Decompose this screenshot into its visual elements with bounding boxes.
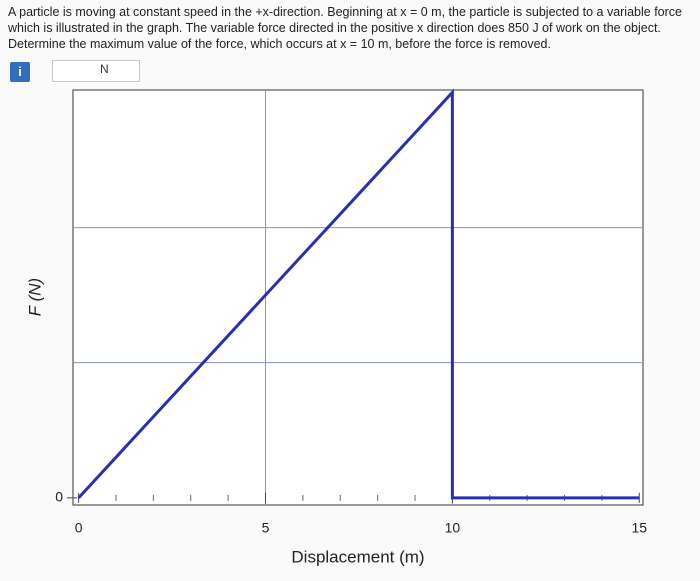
plot-frame <box>72 89 644 506</box>
info-icon[interactable]: i <box>10 62 30 82</box>
x-tick-label: 15 <box>631 520 647 536</box>
question-text: A particle is moving at constant speed i… <box>8 5 682 51</box>
y-axis-label: F (N) <box>25 278 44 316</box>
y-tick-label: 0 <box>55 489 63 505</box>
x-axis-label: Displacement (m) <box>291 547 424 566</box>
answer-input[interactable] <box>52 60 140 82</box>
answer-unit: N <box>100 62 109 76</box>
x-tick-label: 0 <box>75 520 83 536</box>
force-line <box>77 88 640 500</box>
x-tick-label: 10 <box>445 520 461 536</box>
x-tick-label: 5 <box>262 520 270 536</box>
